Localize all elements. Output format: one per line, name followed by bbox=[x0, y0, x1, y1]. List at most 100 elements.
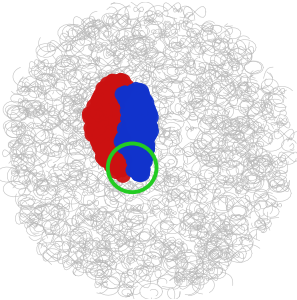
Point bbox=[107, 86, 112, 91]
Point bbox=[107, 85, 112, 90]
Point bbox=[117, 87, 122, 92]
Point bbox=[132, 96, 137, 100]
Point bbox=[105, 82, 110, 87]
Point bbox=[105, 136, 109, 141]
Point bbox=[143, 131, 147, 136]
Point bbox=[124, 138, 128, 142]
Point bbox=[119, 167, 123, 172]
Point bbox=[124, 137, 129, 142]
Point bbox=[102, 130, 107, 135]
Point bbox=[131, 94, 136, 99]
Point bbox=[123, 134, 128, 139]
Point bbox=[138, 96, 143, 101]
Point bbox=[135, 173, 139, 178]
Point bbox=[135, 172, 140, 176]
Point bbox=[108, 89, 113, 94]
Point bbox=[130, 151, 135, 156]
Point bbox=[130, 141, 135, 146]
Point bbox=[126, 120, 130, 124]
Point bbox=[122, 142, 127, 147]
Point bbox=[140, 171, 145, 176]
Point bbox=[117, 91, 121, 96]
Point bbox=[122, 132, 127, 137]
Point bbox=[105, 100, 110, 105]
Point bbox=[132, 148, 137, 153]
Point bbox=[97, 114, 102, 119]
Point bbox=[135, 154, 140, 159]
Point bbox=[136, 138, 141, 143]
Point bbox=[97, 103, 101, 108]
Point bbox=[95, 121, 100, 126]
Point bbox=[125, 106, 130, 111]
Point bbox=[123, 147, 128, 152]
Point bbox=[127, 124, 132, 128]
Point bbox=[142, 164, 146, 168]
Point bbox=[98, 92, 103, 97]
Point bbox=[108, 146, 113, 150]
Point bbox=[100, 98, 105, 103]
Point bbox=[108, 108, 113, 113]
Point bbox=[145, 149, 150, 154]
Point bbox=[107, 142, 112, 147]
Point bbox=[108, 123, 113, 128]
Point bbox=[106, 115, 110, 120]
Point bbox=[119, 132, 124, 136]
Point bbox=[148, 126, 152, 131]
Point bbox=[111, 119, 116, 124]
Point bbox=[112, 81, 117, 86]
Point bbox=[106, 140, 110, 145]
Point bbox=[94, 124, 99, 129]
Point bbox=[93, 112, 97, 117]
Point bbox=[106, 156, 110, 161]
Point bbox=[145, 157, 149, 161]
Point bbox=[124, 92, 129, 97]
Point bbox=[102, 96, 107, 100]
Point bbox=[114, 153, 119, 158]
Point bbox=[129, 132, 134, 137]
Point bbox=[132, 146, 137, 150]
Point bbox=[116, 148, 120, 152]
Point bbox=[132, 135, 136, 140]
Point bbox=[115, 91, 119, 96]
Point bbox=[110, 149, 115, 154]
Point bbox=[118, 78, 123, 83]
Point bbox=[142, 141, 147, 146]
Point bbox=[142, 138, 147, 143]
Point bbox=[113, 131, 117, 136]
Point bbox=[97, 121, 102, 126]
Point bbox=[140, 120, 145, 125]
Point bbox=[118, 92, 122, 97]
Point bbox=[122, 164, 127, 169]
Point bbox=[143, 97, 148, 101]
Point bbox=[105, 133, 110, 138]
Point bbox=[145, 143, 150, 148]
Point bbox=[138, 128, 143, 132]
Point bbox=[127, 134, 132, 139]
Point bbox=[120, 148, 125, 153]
Point bbox=[138, 153, 143, 158]
Point bbox=[128, 98, 133, 103]
Point bbox=[113, 88, 118, 93]
Point bbox=[110, 118, 115, 123]
Point bbox=[112, 128, 117, 133]
Point bbox=[103, 93, 108, 98]
Point bbox=[133, 133, 138, 138]
Point bbox=[133, 96, 138, 101]
Point bbox=[118, 163, 123, 168]
Point bbox=[123, 129, 127, 134]
Point bbox=[143, 141, 148, 146]
Point bbox=[143, 153, 148, 158]
Point bbox=[131, 118, 136, 122]
Point bbox=[129, 142, 133, 147]
Point bbox=[145, 155, 149, 160]
Point bbox=[103, 136, 108, 141]
Point bbox=[134, 152, 138, 157]
Point bbox=[137, 155, 142, 160]
Point bbox=[141, 120, 146, 125]
Point bbox=[142, 103, 147, 108]
Point bbox=[131, 124, 136, 129]
Point bbox=[103, 106, 108, 111]
Point bbox=[119, 150, 124, 155]
Point bbox=[141, 152, 146, 156]
Point bbox=[96, 131, 100, 136]
